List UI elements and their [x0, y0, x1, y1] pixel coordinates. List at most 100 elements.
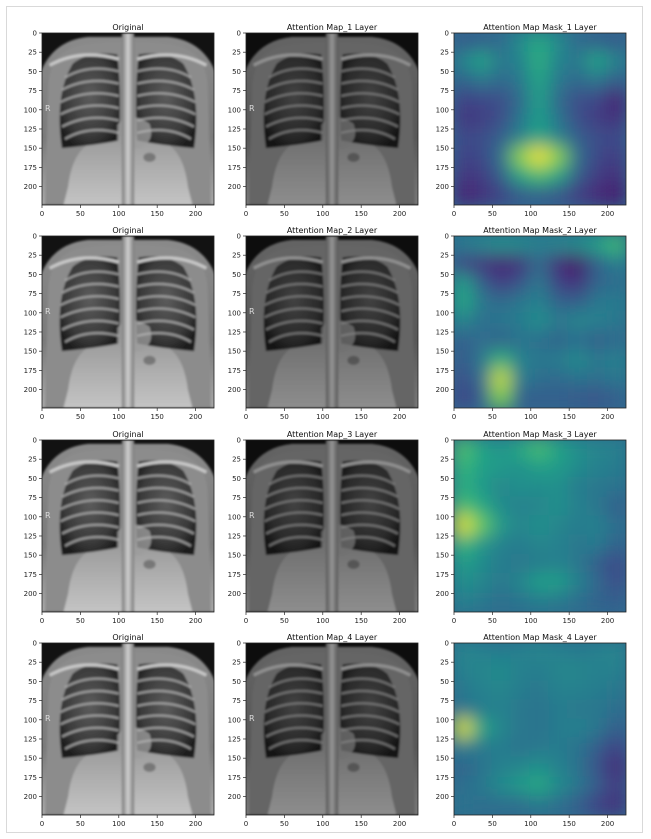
heatmap-cell [472, 108, 494, 130]
x-tick-label: 100 [112, 820, 125, 828]
y-tick-label: 25 [440, 49, 449, 57]
heatmap-cell [510, 680, 532, 702]
y-tick-label: 50 [440, 271, 449, 279]
x-tick-label: 200 [393, 210, 406, 218]
heatmap-cell [567, 680, 589, 702]
mask-title: Attention Map Mask_4 Layer [483, 633, 597, 642]
y-tick-label: 0 [237, 437, 241, 445]
x-tick-label: 0 [452, 413, 456, 421]
y-tick-label: 150 [436, 755, 449, 763]
heatmap-cell [491, 165, 513, 187]
original-title: Original [112, 23, 143, 32]
heatmap-cell [567, 718, 589, 740]
heatmap-cell [529, 775, 551, 797]
heatmap-cell [605, 794, 626, 815]
heatmap-cell [472, 661, 494, 683]
x-tick-label: 150 [562, 820, 575, 828]
x-tick-label: 100 [524, 820, 537, 828]
heatmap-cell [529, 311, 551, 333]
heatmap-cell [472, 330, 494, 352]
heatmap-cell [586, 184, 608, 205]
heatmap-cell [529, 440, 551, 461]
heatmap-cell [548, 330, 570, 352]
heatmap-cell [454, 108, 475, 130]
y-tick-label: 150 [24, 552, 37, 560]
axes-frame [41, 32, 215, 206]
x-tick-label: 50 [76, 413, 85, 421]
heatmap-cell [472, 273, 494, 295]
heatmap-cell [529, 387, 551, 408]
y-tick-label: 75 [440, 697, 449, 705]
heatmap-cell [605, 775, 626, 797]
heatmap-cell [567, 330, 589, 352]
x-tick-label: 200 [189, 210, 202, 218]
heatmap-cell [510, 661, 532, 683]
y-tick-label: 75 [440, 290, 449, 298]
attention-mask-heatmap [454, 33, 626, 205]
heatmap-cell [529, 737, 551, 759]
y-tick-label: 175 [24, 367, 37, 375]
heatmap-cell [472, 368, 494, 390]
heatmap-cell [510, 108, 532, 130]
y-tick-label: 200 [24, 183, 37, 191]
heatmap-cell [491, 699, 513, 721]
x-tick-label: 150 [354, 210, 367, 218]
mask-panel-3: Attention Map Mask_3 Layer 0 25 50 75 100 125 1… [436, 430, 627, 625]
y-tick-label: 125 [228, 532, 241, 540]
heatmap-cell [529, 273, 551, 295]
heatmap-cell [510, 440, 532, 461]
mask-panel-2: Attention Map Mask_2 Layer 0 25 50 75 100 125 1… [436, 226, 627, 421]
heatmap-cell [586, 89, 608, 111]
heatmap-cell [454, 146, 475, 168]
heatmap-cell [454, 737, 475, 759]
y-tick-label: 75 [440, 494, 449, 502]
heatmap-cell [472, 165, 494, 187]
heatmap-cell [454, 756, 475, 778]
heatmap-cell [586, 496, 608, 518]
attention-mask-heatmap [454, 236, 626, 408]
heatmap-cell [567, 349, 589, 371]
y-tick-label: 150 [436, 552, 449, 560]
heatmap-cell [605, 699, 626, 721]
heatmap-cell [472, 254, 494, 276]
y-tick-label: 200 [228, 590, 241, 598]
axes-frame [245, 642, 419, 816]
heatmap-cell [491, 349, 513, 371]
y-tick-label: 175 [228, 367, 241, 375]
map-panel-4: Attention Map_4 Layer R 0 25 50 75 100 125 150 17… [228, 633, 419, 828]
heatmap-cell [605, 661, 626, 683]
heatmap-cell [510, 330, 532, 352]
y-tick-label: 125 [228, 735, 241, 743]
heatmap-cell [472, 737, 494, 759]
y-tick-label: 175 [228, 571, 241, 579]
map-panel-2: Attention Map_2 Layer R 0 25 50 75 100 125 150 17… [228, 226, 419, 421]
heatmap-cell [454, 534, 475, 556]
heatmap-cell [454, 330, 475, 352]
heatmap-cell [586, 458, 608, 480]
attention-mask-heatmap [454, 440, 626, 612]
heatmap-cell [548, 756, 570, 778]
y-tick-label: 200 [436, 590, 449, 598]
axes-frame [453, 32, 627, 206]
map-panel-3: Attention Map_3 Layer R 0 25 50 75 100 125 150 17… [228, 430, 419, 625]
y-tick-label: 150 [436, 348, 449, 356]
heatmap-cell [472, 89, 494, 111]
y-tick-label: 125 [436, 735, 449, 743]
heatmap-cell [454, 661, 475, 683]
heatmap-cell [472, 51, 494, 73]
axes-frame [245, 32, 419, 206]
original-panel-1: Original R 0 25 50 75 100 125 150 175 200 0 50 100 150… [24, 23, 215, 218]
heatmap-cell [472, 515, 494, 537]
heatmap-cell [472, 236, 494, 257]
y-tick-label: 100 [228, 716, 241, 724]
heatmap-cell [472, 534, 494, 556]
y-tick-label: 200 [436, 386, 449, 394]
y-tick-label: 175 [24, 164, 37, 172]
heatmap-cell [491, 236, 513, 257]
heatmap-cell [586, 51, 608, 73]
y-tick-label: 150 [228, 145, 241, 153]
heatmap-cell [586, 515, 608, 537]
y-tick-label: 100 [436, 309, 449, 317]
heatmap-cell [491, 496, 513, 518]
heatmap-cell [548, 572, 570, 594]
